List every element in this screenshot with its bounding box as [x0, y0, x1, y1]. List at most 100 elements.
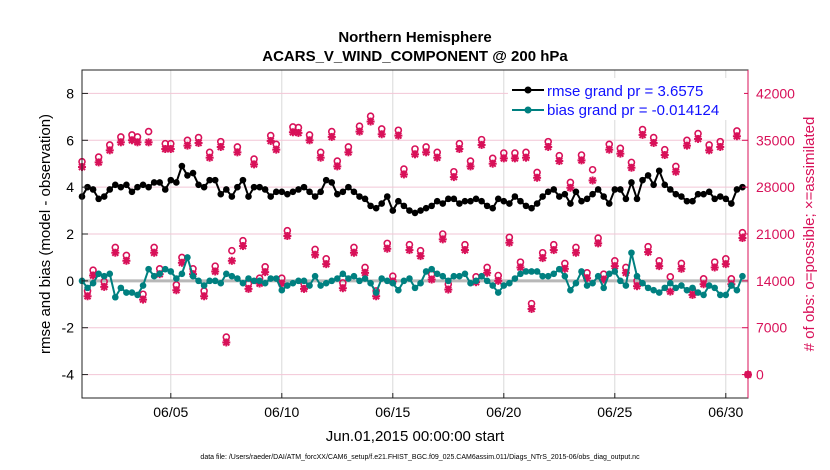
rmse-point	[439, 200, 447, 207]
obs-assimilated-stroke	[716, 143, 724, 151]
obs-assimilated-marker	[261, 268, 270, 277]
bias-point	[289, 279, 297, 287]
bias-point	[483, 277, 491, 285]
rmse-point	[128, 188, 136, 196]
bias-point	[378, 275, 386, 282]
obs-assimilated-stroke	[300, 285, 308, 293]
obs-assimilated-stroke	[211, 267, 219, 276]
obs-assimilated-marker	[538, 254, 547, 263]
rmse-point	[611, 186, 619, 193]
rmse-point	[245, 193, 252, 200]
obs-assimilated-marker	[682, 141, 691, 150]
obs-assimilated-stroke	[722, 260, 730, 268]
rmse-point	[311, 193, 319, 200]
y-axis-label: rmse and bias (model - observation)	[37, 114, 54, 354]
bias-point	[372, 289, 380, 296]
rmse-point	[339, 188, 347, 196]
rmse-point	[489, 204, 497, 212]
obs-assimilated-marker	[549, 246, 558, 255]
rmse-point	[417, 207, 424, 214]
rmse-point	[406, 207, 413, 214]
obs-assimilated-marker	[505, 238, 514, 247]
obs-assimilated-marker	[466, 162, 475, 171]
bias-point	[433, 270, 441, 278]
y-axis-ticks: -4 -2 0 2 4 6 8	[62, 85, 88, 383]
bias-point	[694, 289, 702, 296]
rmse-point	[605, 200, 613, 207]
rmse-point	[450, 195, 458, 203]
legend-bias-label: bias grand pr = -0.014124	[547, 102, 719, 119]
obs-assimilated-marker	[305, 136, 314, 145]
rmse-point	[117, 183, 125, 191]
bias-point	[683, 286, 691, 294]
bias-point	[173, 275, 180, 282]
legend: rmse grand pr = 3.6575 bias grand pr = -…	[508, 78, 744, 120]
obs-assimilated-stroke	[350, 249, 358, 257]
obs-assimilated-marker	[100, 282, 109, 291]
rmse-point	[395, 197, 402, 205]
bias-point	[506, 279, 513, 287]
obs-assimilated-marker	[577, 156, 586, 165]
rmse-point	[672, 190, 680, 198]
rmse-point	[95, 195, 102, 203]
bias-point	[583, 282, 591, 289]
rmse-point	[100, 193, 108, 200]
bias-point	[633, 272, 641, 280]
obs-possible-marker	[144, 127, 153, 136]
obs-possible-marker	[666, 273, 675, 281]
rmse-point	[683, 197, 691, 205]
bias-point	[611, 268, 619, 275]
obs-assimilated-stroke	[522, 153, 530, 162]
rmse-point	[217, 190, 225, 198]
rmse-point	[655, 167, 663, 175]
bias-point	[250, 277, 258, 285]
bias-point	[406, 275, 413, 282]
bias-point	[195, 277, 202, 285]
obs-assimilated-stroke	[233, 148, 242, 157]
rmse-point	[639, 176, 646, 184]
obs-assimilated-marker	[94, 158, 103, 167]
obs-assimilated-stroke	[344, 148, 353, 157]
bias-point	[589, 279, 596, 287]
x-tick-label: 06/25	[597, 404, 632, 420]
obs-assimilated-stroke	[294, 129, 303, 137]
obs-assimilated-stroke	[139, 295, 147, 304]
bias-point	[500, 282, 508, 289]
obs-assimilated-marker	[555, 157, 564, 166]
obs-assimilated-marker	[244, 284, 253, 293]
rmse-point	[106, 186, 114, 193]
obs-assimilated-marker	[116, 138, 125, 147]
rmse-point	[400, 202, 408, 210]
obs-assimilated-marker	[177, 258, 186, 267]
x-tick-label: 06/05	[153, 404, 188, 420]
obs-assimilated-stroke	[150, 249, 158, 257]
rmse-point	[156, 179, 163, 186]
bias-point	[650, 286, 657, 294]
rmse-point	[522, 202, 530, 210]
bias-point	[311, 272, 319, 280]
obs-assimilated-marker	[688, 290, 697, 299]
rmse-point	[650, 181, 657, 189]
obs-assimilated-stroke	[172, 286, 181, 294]
bias-point	[156, 270, 163, 278]
x-tick-label: 06/15	[375, 404, 410, 420]
bias-point	[134, 291, 141, 299]
obs-assimilated-marker	[699, 280, 708, 289]
obs-assimilated-marker	[705, 146, 714, 155]
rmse-point	[345, 183, 352, 191]
obs-assimilated-marker	[405, 246, 414, 255]
x-tick-label: 06/20	[486, 404, 521, 420]
rmse-point	[250, 183, 258, 191]
rmse-point	[239, 176, 247, 184]
bias-point	[317, 282, 324, 289]
rmse-point	[300, 183, 308, 191]
rmse-point	[328, 179, 336, 186]
y-tick-label: 4	[66, 179, 74, 195]
rmse-point	[689, 197, 696, 205]
bias-point	[494, 289, 502, 296]
obs-assimilated-stroke	[339, 284, 347, 292]
obs-assimilated-stroke	[655, 262, 663, 270]
bias-point	[272, 275, 280, 282]
y2-axis-label: # of obs: o=possible; ×=assimilated	[801, 117, 818, 352]
